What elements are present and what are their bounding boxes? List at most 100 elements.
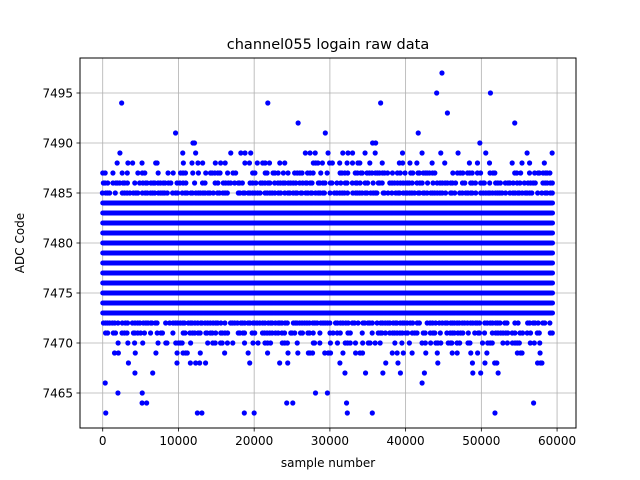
data-point [549,330,555,336]
data-point [438,150,444,156]
data-point [409,350,415,356]
data-point [518,170,524,176]
data-point [180,160,186,166]
data-point [535,320,541,326]
data-point [505,330,511,336]
data-point [293,180,299,186]
data-point [175,190,181,196]
data-point [264,170,270,176]
data-point [500,340,506,346]
data-point [115,320,121,326]
data-point [324,170,330,176]
data-point [424,180,431,186]
data-point [187,360,193,366]
data-point [327,320,333,326]
data-point [374,190,380,196]
data-point [421,370,428,376]
data-point [180,150,186,156]
data-point [416,190,423,196]
data-point [410,320,416,326]
data-point [510,180,516,186]
data-point [450,170,456,176]
data-point [242,160,248,166]
data-point [132,370,138,376]
data-point [307,150,313,156]
data-point [141,330,148,336]
data-point [407,160,413,166]
data-point [473,190,479,196]
data-point [497,180,504,186]
data-point [519,160,525,166]
data-point [254,160,260,166]
data-point [502,190,509,196]
data-point [253,180,259,186]
data-point [352,340,359,346]
data-point [275,170,281,176]
data-point [324,390,331,396]
data-point [137,330,144,336]
data-point [245,350,251,356]
data-point [476,330,483,336]
data-point [327,190,333,196]
data-point [422,330,428,336]
data-point [469,190,475,196]
data-point-outlier [343,400,350,406]
data-point [467,340,473,346]
data-point [357,160,363,166]
data-point [205,340,211,346]
data-point [486,160,493,166]
data-point [468,350,474,356]
data-point [514,170,520,176]
data-point [130,160,136,166]
data-point [168,180,174,186]
x-axis-label: sample number [281,456,375,470]
data-point [504,320,510,326]
data-point [397,370,404,376]
data-point [183,180,189,186]
y-tick-label: 7490 [42,136,73,150]
data-point [364,190,370,196]
data-point [367,160,373,166]
data-point [228,150,234,156]
data-point [435,360,441,366]
data-point [512,330,518,336]
data-point [210,190,216,196]
data-point [395,360,401,366]
data-point [142,170,148,176]
data-point [140,340,146,346]
data-point-outlier [487,90,494,96]
data-point [285,350,291,356]
data-point [327,340,334,346]
data-point [470,370,476,376]
data-point [455,150,461,156]
data-point [154,160,160,166]
data-point [203,170,209,176]
data-point [155,170,161,176]
data-point [532,180,538,186]
data-point [384,170,391,176]
data-point [416,170,422,176]
data-point [492,170,498,176]
data-point [419,380,425,386]
data-point [247,360,253,366]
tick-marks [76,92,558,432]
data-point [309,190,315,196]
data-point [477,170,484,176]
data-point [195,170,202,176]
data-point [428,340,434,346]
data-point [405,330,411,336]
data-point [433,320,439,326]
data-point-outlier [265,100,271,106]
data-point [527,330,534,336]
data-point [193,150,199,156]
data-point [190,170,196,176]
data-point [124,180,131,186]
data-point-outlier [290,400,296,406]
data-point [549,180,555,186]
data-point [295,120,301,126]
data-point [494,360,500,366]
data-point [549,150,555,156]
data-point [479,340,486,346]
data-point [299,190,305,196]
data-point [537,340,543,346]
